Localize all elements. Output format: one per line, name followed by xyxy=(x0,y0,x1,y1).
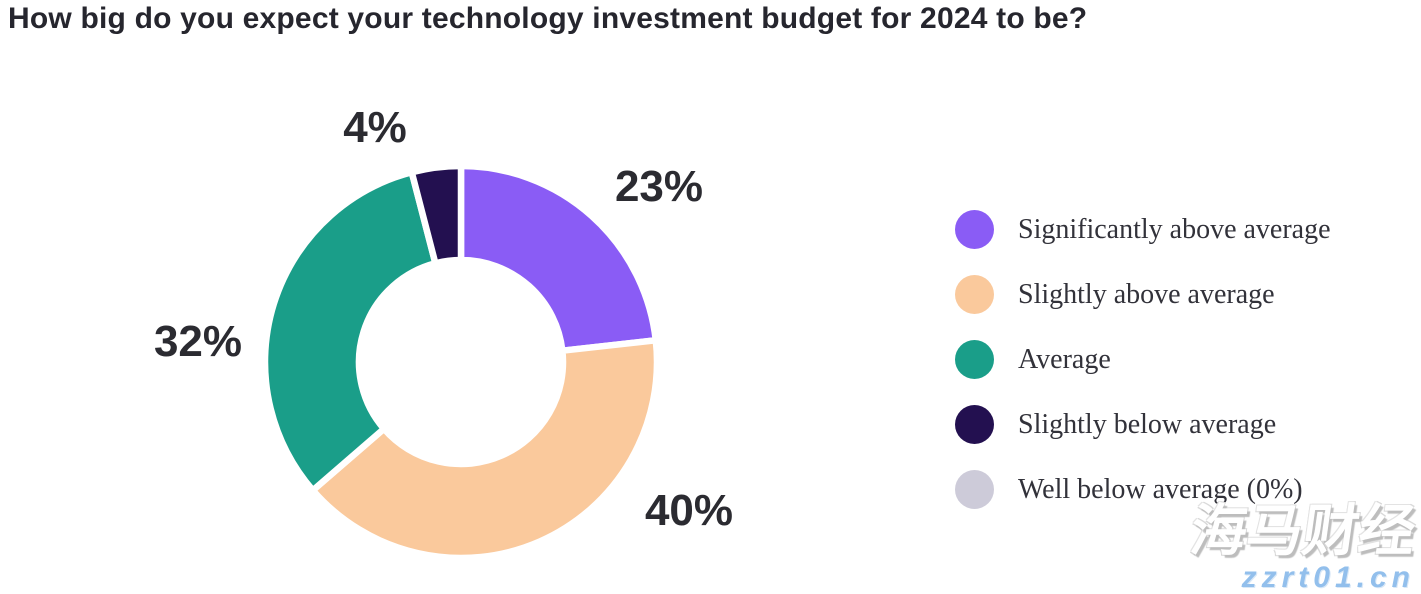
slice-value-slightly-above: 40% xyxy=(644,486,734,535)
legend-swatch-circle xyxy=(955,405,994,444)
donut-slice xyxy=(261,168,440,495)
legend-label: Slightly above average xyxy=(1018,278,1275,310)
donut-slice xyxy=(308,336,661,562)
chart-legend: Significantly above average Slightly abo… xyxy=(955,210,1331,535)
legend-item: Well below average (0%) xyxy=(955,470,1331,509)
slice-value-average: 32% xyxy=(153,317,243,366)
legend-item: Significantly above average xyxy=(955,210,1331,249)
legend-label: Significantly above average xyxy=(1018,213,1331,245)
donut-slice xyxy=(457,162,660,355)
legend-item: Slightly above average xyxy=(955,275,1331,314)
legend-item: Average xyxy=(955,340,1331,379)
legend-swatch-circle xyxy=(955,470,994,509)
legend-label: Average xyxy=(1018,343,1111,375)
legend-label: Slightly below average xyxy=(1018,408,1277,440)
legend-swatch-circle xyxy=(955,210,994,249)
chart-title: How big do you expect your technology in… xyxy=(8,2,1088,35)
legend-label: Well below average (0%) xyxy=(1018,473,1303,505)
legend-item: Slightly below average xyxy=(955,405,1331,444)
legend-swatch-circle xyxy=(955,275,994,314)
donut-slice xyxy=(407,162,465,268)
slice-value-slightly-below: 4% xyxy=(343,103,407,152)
legend-swatch-circle xyxy=(955,340,994,379)
slice-value-significantly-above: 23% xyxy=(614,162,704,211)
